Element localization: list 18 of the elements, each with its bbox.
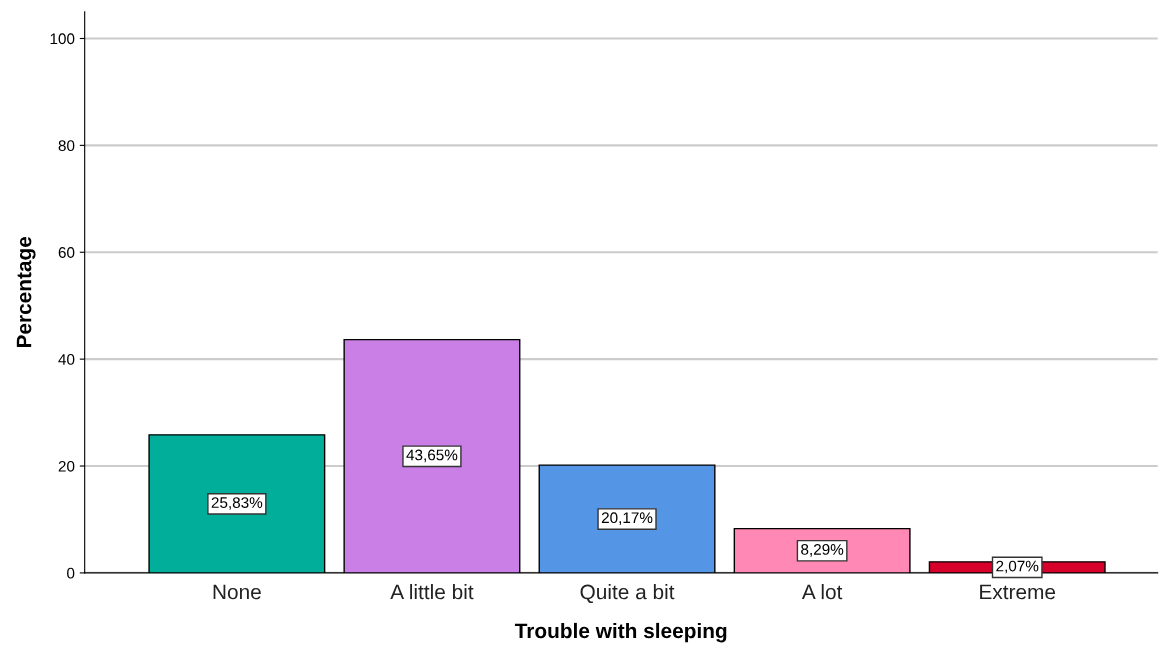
x-tick-label: A lot xyxy=(801,584,843,600)
data-label: 20,17% xyxy=(601,512,653,525)
data-label: 25,83% xyxy=(211,497,263,510)
y-tick-label: 60 xyxy=(58,247,75,258)
data-label: 43,65% xyxy=(406,449,458,463)
y-tick-label: 100 xyxy=(50,33,75,45)
y-tick-label: 40 xyxy=(58,354,75,365)
y-tick-label: 20 xyxy=(58,460,75,472)
x-tick-label: Extreme xyxy=(980,584,1056,600)
data-label: 2,07% xyxy=(996,560,1039,574)
x-tick-label: Quite a bit xyxy=(580,584,675,604)
x-axis-title: Trouble with sleeping xyxy=(514,622,727,643)
x-tick-label: None xyxy=(213,584,261,600)
y-tick-label: 80 xyxy=(58,140,75,152)
y-axis-title: Percentage xyxy=(16,236,36,348)
y-tick-label: 0 xyxy=(67,567,75,579)
x-tick-label: A little bit xyxy=(390,584,474,600)
data-label: 8,29% xyxy=(801,544,844,557)
